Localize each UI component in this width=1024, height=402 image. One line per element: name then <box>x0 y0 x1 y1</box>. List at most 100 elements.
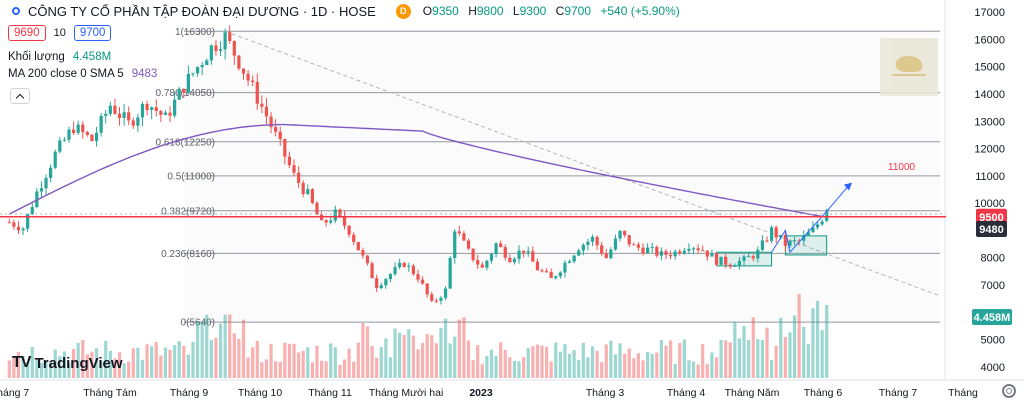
volume-bar <box>209 340 213 378</box>
volume-bar <box>549 361 553 378</box>
candle-body <box>499 243 503 248</box>
low-value: 9300 <box>519 4 547 18</box>
volume-bar <box>811 308 815 378</box>
candle-body <box>352 234 356 242</box>
symbol-title[interactable]: CÔNG TY CỔ PHẦN TẬP ĐOÀN ĐẠI DƯƠNG · 1D … <box>28 3 376 19</box>
candle-body <box>701 250 705 252</box>
candle-body <box>806 232 810 236</box>
volume-bar <box>94 348 99 378</box>
tradingview-logo[interactable]: TV TradingView <box>12 354 123 372</box>
candle-body <box>705 250 709 257</box>
visibility-dot-icon[interactable] <box>12 7 20 15</box>
candle-body <box>85 132 89 135</box>
candle-body <box>535 261 540 271</box>
volume-bar <box>127 361 131 378</box>
volume-bar <box>315 345 319 378</box>
volume-bar <box>200 321 204 378</box>
gear-icon[interactable] <box>1002 384 1016 398</box>
forecast-path <box>771 210 828 254</box>
volume-bar <box>283 342 287 378</box>
volume-bar <box>499 342 503 378</box>
volume-bar <box>600 362 604 378</box>
fib-level-label: 0.382(9720) <box>161 206 215 217</box>
candle-body <box>246 73 250 81</box>
collapse-legend-button[interactable] <box>10 88 30 104</box>
candle-body <box>485 260 489 268</box>
candle-body <box>99 115 103 133</box>
x-tick-label: Tháng 7 <box>0 387 29 399</box>
volume-bar <box>466 340 471 378</box>
volume-bar <box>407 329 411 378</box>
candle-body <box>296 172 301 183</box>
volume-bar <box>756 339 760 378</box>
volume-bar <box>609 340 613 378</box>
candle-body <box>365 255 370 264</box>
candle-body <box>733 265 737 267</box>
volume-bar <box>232 333 236 378</box>
candle-body <box>131 120 135 126</box>
volume-bar <box>287 343 292 378</box>
candle-body <box>104 113 108 116</box>
volume-bar <box>664 345 668 378</box>
volume-legend[interactable]: Khối lượng 4.458M <box>8 51 111 63</box>
volume-bar <box>186 354 190 378</box>
volume-bar <box>53 349 57 378</box>
candle-body <box>76 124 80 133</box>
candle-body <box>136 117 140 126</box>
volume-legend-label: Khối lượng <box>8 51 65 63</box>
volume-bar <box>581 342 585 378</box>
trend-line <box>224 30 941 297</box>
candle-body <box>480 264 484 268</box>
candle-body <box>489 254 494 261</box>
volume-bar <box>724 340 728 378</box>
buy-price-box[interactable]: 9700 <box>73 25 112 41</box>
volume-bar <box>12 357 16 378</box>
volume-bar <box>783 336 787 378</box>
candle-body <box>39 188 44 192</box>
candle-body <box>696 248 700 251</box>
volume-bar <box>733 321 737 378</box>
y-tick-label: 8000 <box>981 253 1005 265</box>
volume-bar <box>650 354 654 378</box>
candle-body <box>668 254 673 257</box>
candle-body <box>430 294 434 301</box>
candle-body <box>508 257 512 263</box>
candle-body <box>269 116 273 128</box>
candle-body <box>402 262 406 267</box>
volume-bar <box>90 351 94 378</box>
volume-bar <box>306 347 310 378</box>
volume-bar <box>375 357 379 378</box>
volume-bar <box>214 337 218 378</box>
dividend-badge-icon[interactable]: D <box>395 3 411 19</box>
volume-bar <box>792 315 797 378</box>
candle-body <box>140 103 145 118</box>
candle-body <box>544 271 549 273</box>
candle-body <box>393 267 397 275</box>
volume-bar <box>104 341 108 378</box>
volume-bar <box>154 341 158 378</box>
candle-body <box>127 112 131 121</box>
candle-body <box>122 112 126 118</box>
chart-header: CÔNG TY CỔ PHẦN TẬP ĐOÀN ĐẠI DƯƠNG · 1D … <box>0 0 680 22</box>
candle-body <box>710 253 714 257</box>
candle-body <box>590 236 595 242</box>
last-price-tag-bg <box>976 208 1007 225</box>
volume-bar <box>710 352 714 378</box>
volume-bar <box>531 346 535 378</box>
volume-bar <box>310 362 314 378</box>
volume-tag: 4.458M <box>974 312 1011 324</box>
volume-bar <box>618 343 622 378</box>
candle-body <box>664 251 668 255</box>
volume-bar <box>554 342 558 378</box>
y-tick-label: 11000 <box>975 171 1005 183</box>
volume-bar <box>163 347 168 378</box>
volume-bar <box>347 348 351 378</box>
ma-legend[interactable]: MA 200 close 0 SMA 5 9483 <box>8 68 157 80</box>
volume-bar <box>246 357 250 378</box>
badge-group: D <box>388 3 411 19</box>
volume-bar <box>673 363 677 378</box>
sell-price-box[interactable]: 9690 <box>8 25 46 41</box>
volume-bar <box>696 364 700 378</box>
